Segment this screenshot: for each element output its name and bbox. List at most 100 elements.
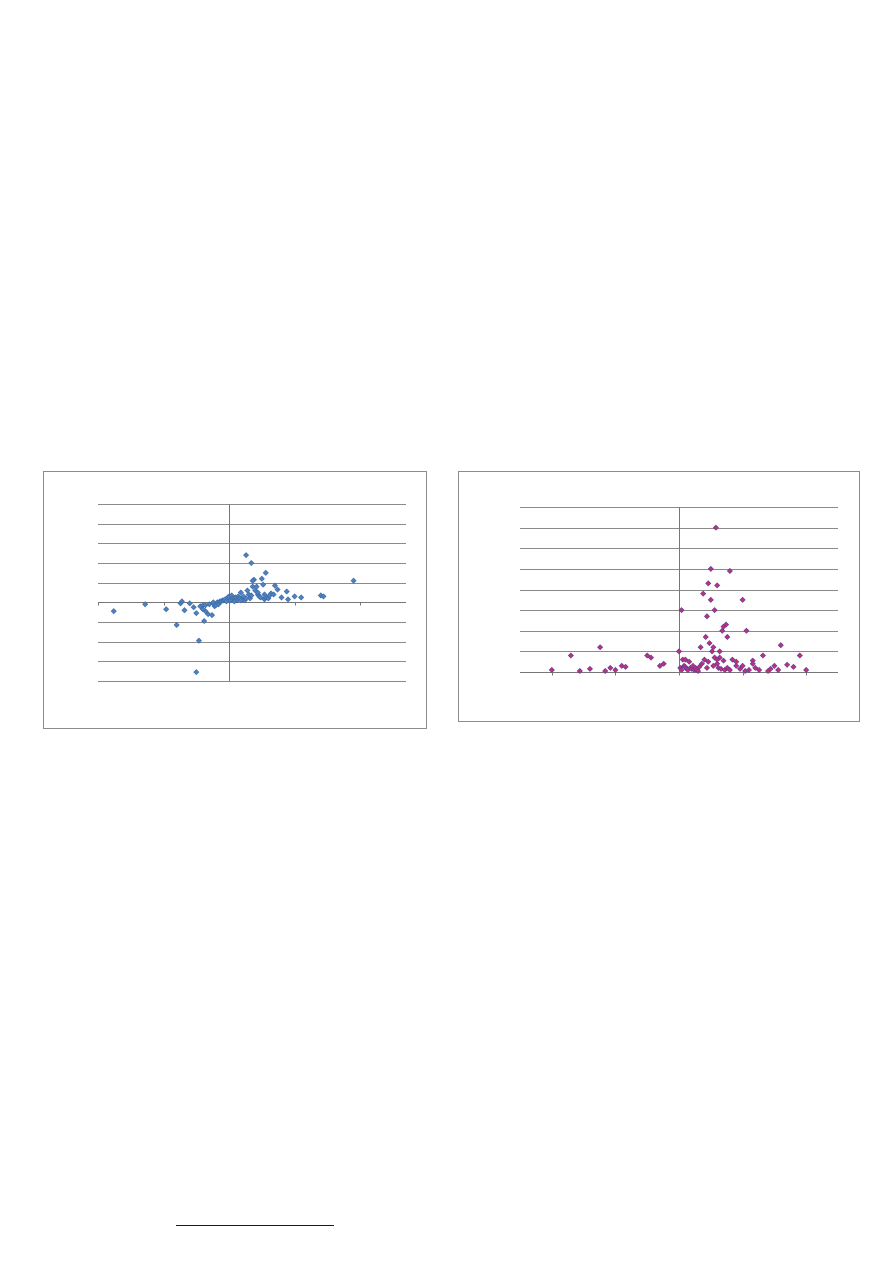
left-data-point xyxy=(110,608,117,615)
right-data-point xyxy=(720,623,727,630)
left-data-point xyxy=(261,591,268,598)
footer-link-underline xyxy=(176,1225,334,1226)
right-data-point xyxy=(739,662,746,669)
right-data-point xyxy=(767,665,774,672)
left-data-point xyxy=(243,552,250,559)
right-chart-plot xyxy=(520,507,838,676)
right-data-point xyxy=(720,657,727,664)
right-data-point xyxy=(700,590,707,597)
left-data-point xyxy=(248,592,255,599)
left-data-point xyxy=(201,617,208,625)
left-data-point xyxy=(248,559,255,567)
right-data-point xyxy=(644,652,651,659)
left-data-point xyxy=(298,594,305,601)
right-data-point xyxy=(729,656,736,663)
right-data-point xyxy=(701,656,708,663)
right-data-point xyxy=(705,580,712,587)
left-data-point xyxy=(193,610,200,617)
left-data-point xyxy=(257,594,264,601)
right-data-point xyxy=(733,662,740,669)
left-data-point xyxy=(262,569,269,576)
left-data-point xyxy=(186,600,193,607)
right-data-point xyxy=(647,654,655,661)
left-data-point xyxy=(253,583,260,590)
right-data-point xyxy=(703,613,711,620)
left-data-point xyxy=(210,599,217,606)
left-data-point xyxy=(190,604,197,611)
footer-link[interactable] xyxy=(176,1212,334,1226)
right-data-point xyxy=(743,627,750,634)
right-data-point xyxy=(712,524,719,531)
right-data-point xyxy=(771,662,778,669)
right-data-point xyxy=(752,664,759,671)
left-data-point xyxy=(285,596,292,603)
left-data-point xyxy=(163,606,170,613)
left-data-point xyxy=(173,621,180,628)
left-data-point xyxy=(237,597,244,604)
right-data-point xyxy=(724,633,731,640)
left-data-point xyxy=(258,575,265,582)
right-data-point xyxy=(706,640,713,647)
right-data-point xyxy=(719,627,726,634)
left-data-point xyxy=(291,593,298,600)
right-data-point xyxy=(737,665,744,672)
right-data-point xyxy=(656,662,663,669)
left-data-point xyxy=(202,602,209,609)
left-data-point xyxy=(350,577,357,584)
left-data-point xyxy=(320,593,327,600)
right-data-point xyxy=(723,621,730,628)
right-data-point xyxy=(775,666,782,673)
left-data-point xyxy=(271,582,278,589)
right-data-point xyxy=(622,663,629,670)
right-data-point xyxy=(716,654,723,661)
right-data-point xyxy=(711,654,718,661)
right-data-point xyxy=(739,596,746,603)
right-data-point xyxy=(660,660,667,667)
right-data-point xyxy=(703,664,711,671)
left-data-point xyxy=(266,592,273,599)
left-data-point xyxy=(274,586,281,593)
left-data-point xyxy=(249,577,256,584)
left-data-point xyxy=(243,595,250,602)
right-data-point xyxy=(784,661,791,668)
left-data-point xyxy=(142,601,149,608)
left-data-point xyxy=(199,606,206,613)
left-chart-plot xyxy=(98,504,406,682)
right-data-point xyxy=(726,567,733,574)
right-data-point xyxy=(711,607,718,614)
right-data-point xyxy=(678,666,685,673)
right-data-point xyxy=(576,667,583,674)
left-data-point xyxy=(231,598,238,605)
right-data-point xyxy=(586,665,593,672)
right-data-point xyxy=(707,596,714,603)
right-data-point xyxy=(597,644,604,651)
right-data-point xyxy=(710,662,717,669)
right-data-point xyxy=(702,633,709,640)
right-data-point xyxy=(714,656,721,663)
right-data-point xyxy=(796,652,803,659)
right-data-point xyxy=(678,607,685,614)
left-data-point xyxy=(209,612,216,619)
right-data-point xyxy=(710,644,717,651)
right-data-point xyxy=(745,666,752,673)
right-data-point xyxy=(602,667,609,674)
left-data-point xyxy=(181,607,188,614)
right-data-point xyxy=(707,565,714,572)
left-data-point xyxy=(260,581,267,588)
left-data-point xyxy=(193,669,200,676)
right-scatter-chart xyxy=(458,471,860,722)
right-data-point xyxy=(682,656,689,663)
right-data-point xyxy=(705,658,712,665)
right-data-point xyxy=(686,658,693,665)
left-data-point xyxy=(249,583,256,590)
left-data-point xyxy=(195,637,202,644)
right-data-point xyxy=(698,660,705,667)
left-data-point xyxy=(278,594,285,601)
right-data-point xyxy=(548,666,555,673)
right-data-point xyxy=(696,663,703,670)
right-data-point xyxy=(803,666,810,673)
right-data-point xyxy=(697,644,704,651)
right-data-point xyxy=(567,652,574,659)
right-data-point xyxy=(726,666,733,673)
right-data-point xyxy=(756,666,763,673)
